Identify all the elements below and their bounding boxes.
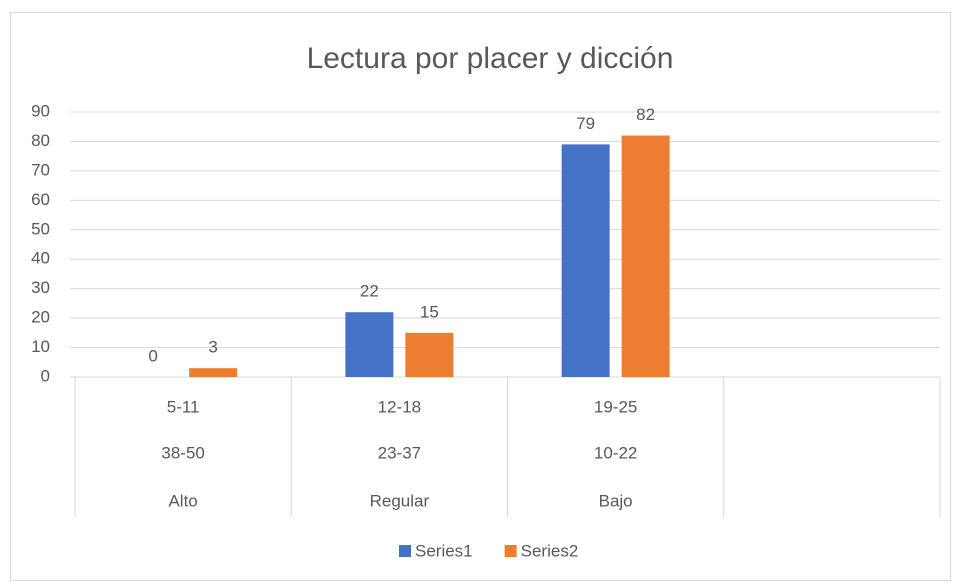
y-tick-label: 90	[31, 101, 50, 120]
y-tick-label: 0	[41, 366, 50, 385]
data-label: 3	[208, 338, 217, 357]
legend-swatch	[399, 545, 411, 557]
x-tick-label: 12-18	[378, 397, 421, 416]
x-tick-label: Bajo	[599, 491, 633, 510]
y-tick-label: 50	[31, 219, 50, 238]
x-tick-label: 10-22	[594, 443, 637, 462]
y-tick-label: 70	[31, 160, 50, 179]
x-tick-label: 5-11	[167, 397, 200, 416]
x-tick-label: Alto	[168, 491, 197, 510]
x-tick-label: 38-50	[161, 443, 204, 462]
y-tick-label: 40	[31, 249, 50, 268]
bar	[345, 312, 394, 377]
x-tick-label: Regular	[370, 491, 430, 510]
y-tick-label: 10	[31, 337, 50, 356]
data-label: 0	[148, 346, 157, 365]
data-label: 82	[636, 105, 655, 124]
x-tick-label: 19-25	[594, 397, 637, 416]
chart-title: Lectura por placer y dicción	[307, 42, 674, 75]
bar	[189, 368, 238, 377]
y-tick-label: 20	[31, 308, 50, 327]
legend-label: Series1	[415, 541, 473, 560]
x-tick-label: 23-37	[378, 443, 421, 462]
bar	[621, 135, 670, 377]
data-label: 79	[576, 114, 595, 133]
legend-label: Series2	[521, 541, 579, 560]
legend-swatch	[504, 545, 517, 557]
data-label: 15	[420, 302, 439, 321]
y-tick-label: 60	[31, 190, 50, 209]
chart-frame	[10, 12, 951, 581]
bar	[405, 332, 454, 377]
data-label: 22	[360, 282, 379, 301]
y-tick-label: 80	[31, 131, 50, 150]
y-tick-label: 30	[31, 278, 50, 297]
bar	[561, 144, 610, 377]
